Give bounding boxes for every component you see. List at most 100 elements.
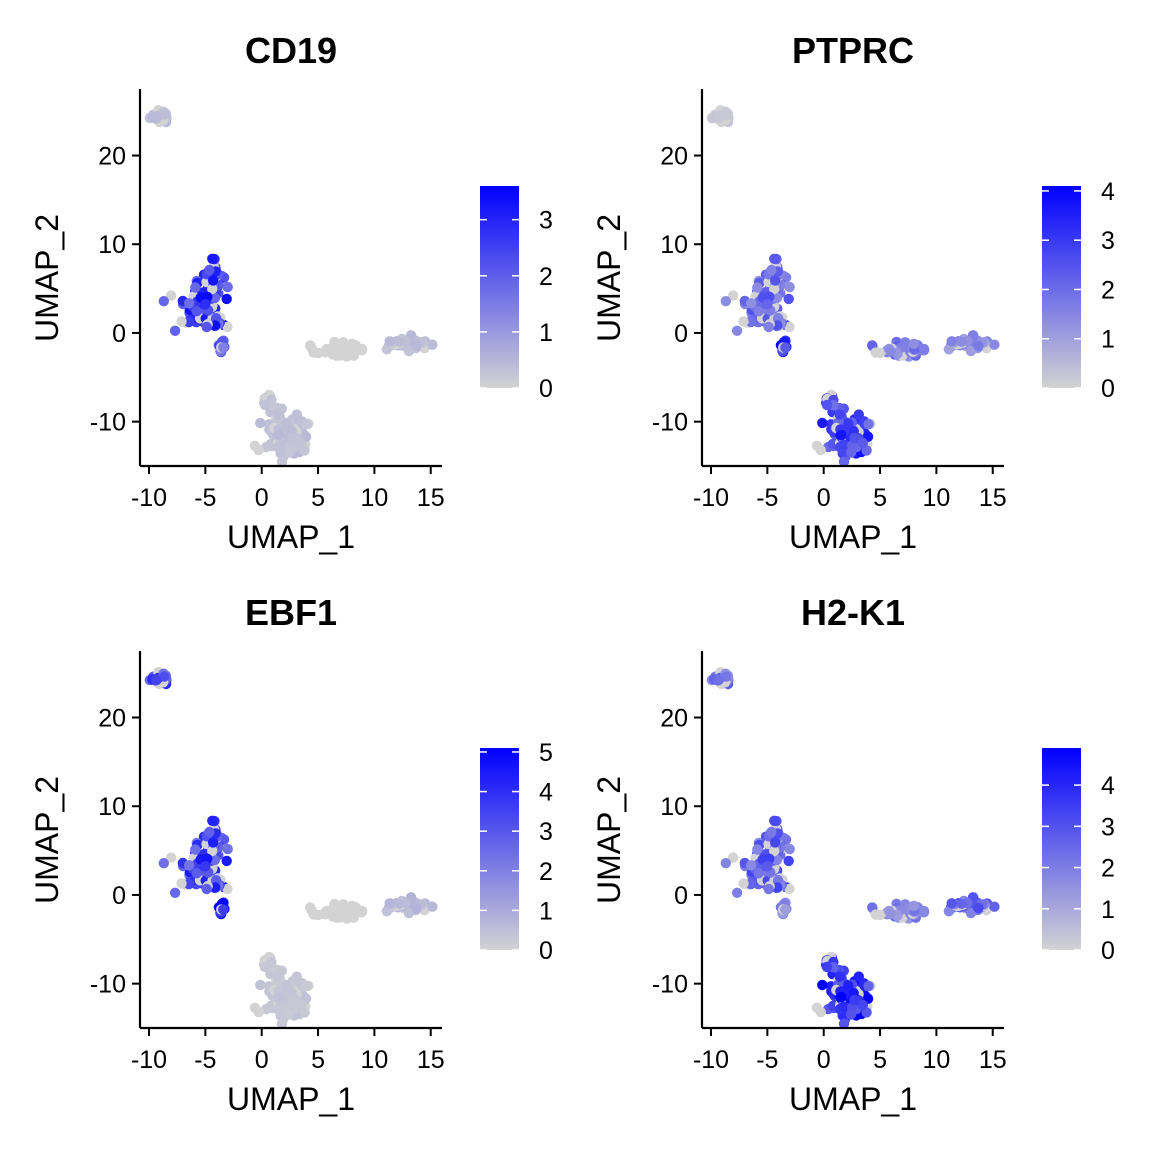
data-point xyxy=(731,887,743,898)
colorbar-label: 0 xyxy=(539,375,553,403)
x-tick-label: 15 xyxy=(417,484,445,512)
colorbar xyxy=(1042,186,1081,388)
y-tick-label: -10 xyxy=(90,409,126,437)
data-point xyxy=(721,671,732,682)
data-point xyxy=(784,843,795,855)
data-point xyxy=(746,860,757,871)
panel-cd19: CD19 -10 -5 0 5 10 15 -10 0 10 20 UMAP_1 UMAP_2 0 1 2 3 xyxy=(29,30,553,555)
data-point xyxy=(259,961,271,973)
data-point xyxy=(200,299,211,310)
data-point xyxy=(209,292,221,304)
data-point xyxy=(946,898,957,909)
data-point xyxy=(762,861,773,872)
y-tick-label: 20 xyxy=(660,143,688,171)
data-point xyxy=(287,432,298,444)
data-point xyxy=(222,281,233,293)
x-tick-label: 0 xyxy=(255,1046,269,1074)
data-point xyxy=(821,961,833,973)
x-axis-title: UMAP_1 xyxy=(227,1081,355,1117)
colorbar-label: 3 xyxy=(539,207,553,235)
data-point xyxy=(908,900,920,911)
y-tick-label: 0 xyxy=(674,882,688,910)
colorbar-label: 3 xyxy=(539,818,553,846)
data-point xyxy=(763,321,774,333)
data-point xyxy=(817,417,828,429)
data-point xyxy=(183,316,195,328)
data-point xyxy=(838,439,850,450)
data-point xyxy=(411,902,422,914)
data-point xyxy=(191,306,202,317)
colorbar-label: 1 xyxy=(1101,896,1115,924)
data-point xyxy=(762,299,773,310)
data-point xyxy=(346,338,358,349)
data-point xyxy=(956,898,967,909)
data-point xyxy=(863,980,874,992)
data-point xyxy=(159,671,170,682)
data-point xyxy=(753,868,764,879)
data-point xyxy=(834,971,845,982)
data-point xyxy=(817,979,828,991)
x-axis-title: UMAP_1 xyxy=(789,519,917,555)
colorbar-label: 4 xyxy=(539,779,553,807)
data-point xyxy=(274,991,285,1003)
data-point xyxy=(249,440,261,451)
data-point xyxy=(207,283,218,295)
data-point xyxy=(295,437,306,449)
y-tick-label: 20 xyxy=(660,705,688,733)
data-point xyxy=(151,113,162,124)
data-point xyxy=(283,1009,295,1020)
data-point xyxy=(221,855,232,867)
data-point xyxy=(276,456,288,467)
data-point xyxy=(403,345,415,357)
colorbar-label: 0 xyxy=(1101,375,1115,403)
data-point xyxy=(784,883,795,895)
data-point xyxy=(946,336,957,347)
data-point xyxy=(769,275,781,286)
data-point xyxy=(204,264,215,276)
data-point xyxy=(301,980,312,992)
data-point xyxy=(845,447,857,458)
data-point xyxy=(272,409,283,420)
data-point xyxy=(272,971,283,982)
data-point xyxy=(403,907,415,919)
data-point xyxy=(201,883,212,895)
data-point xyxy=(836,991,847,1003)
x-tick-label: 10 xyxy=(360,1046,388,1074)
colorbar-label: 0 xyxy=(539,937,553,965)
data-point xyxy=(720,296,731,307)
x-tick-label: 10 xyxy=(922,484,950,512)
data-point xyxy=(784,321,795,333)
y-tick-label: -10 xyxy=(652,409,688,437)
panel-title: PTPRC xyxy=(792,30,914,71)
data-point xyxy=(394,898,405,909)
data-point xyxy=(763,883,774,895)
colorbar-label: 1 xyxy=(539,319,553,347)
data-point xyxy=(769,837,781,848)
data-point xyxy=(811,1002,823,1013)
data-point xyxy=(965,907,977,919)
colorbar-label: 3 xyxy=(1101,227,1115,255)
y-tick-label: 0 xyxy=(112,320,126,348)
data-point xyxy=(752,844,763,855)
data-point xyxy=(721,109,732,120)
data-point xyxy=(274,429,285,441)
data-point xyxy=(158,858,169,869)
data-point xyxy=(312,347,324,359)
data-point xyxy=(411,340,422,352)
panel-ptprc: PTPRC -10 -5 0 5 10 15 -10 0 10 20 UMAP_1 UMAP_2 0 1 2 3… xyxy=(591,30,1115,555)
scatter-points xyxy=(144,105,438,467)
data-point xyxy=(207,815,218,826)
data-point xyxy=(752,282,763,293)
x-tick-label: 5 xyxy=(311,484,325,512)
x-tick-label: 15 xyxy=(979,1046,1007,1074)
x-tick-label: -10 xyxy=(693,484,729,512)
data-point xyxy=(276,1018,288,1029)
y-tick-label: 10 xyxy=(660,793,688,821)
x-tick-label: 5 xyxy=(873,484,887,512)
panel-h2-k1: H2-K1 -10 -5 0 5 10 15 -10 0 10 20 UMAP_1 UMAP_2 0 1 2 3… xyxy=(591,592,1115,1117)
data-point xyxy=(885,346,896,357)
colorbar-label: 2 xyxy=(539,263,553,291)
data-point xyxy=(965,345,977,357)
x-tick-label: -5 xyxy=(756,484,778,512)
